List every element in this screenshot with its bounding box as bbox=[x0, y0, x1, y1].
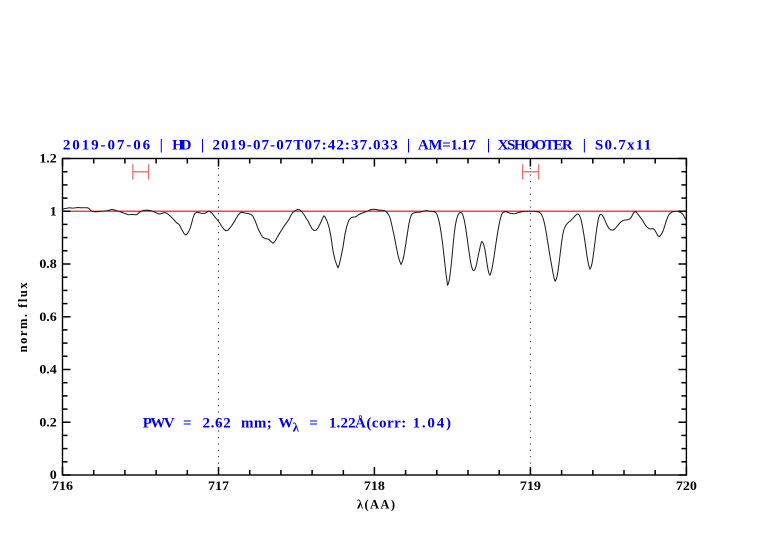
svg-text:720: 720 bbox=[676, 478, 697, 492]
svg-text:0.2: 0.2 bbox=[39, 415, 57, 429]
svg-text:W: W bbox=[278, 416, 293, 432]
svg-text:0: 0 bbox=[50, 468, 57, 482]
svg-text:Å(corr:: Å(corr: bbox=[355, 416, 406, 432]
svg-text:|: | bbox=[407, 138, 410, 154]
svg-text:=: = bbox=[309, 416, 318, 432]
svg-text:|: | bbox=[201, 138, 204, 154]
svg-text:719: 719 bbox=[520, 478, 541, 492]
svg-text:|: | bbox=[487, 138, 490, 154]
svg-text:PWV: PWV bbox=[143, 416, 175, 432]
svg-text:λ(AA): λ(AA) bbox=[357, 498, 395, 512]
svg-text:λ: λ bbox=[293, 420, 300, 435]
svg-text:0.8: 0.8 bbox=[39, 257, 57, 271]
svg-text:1.22: 1.22 bbox=[329, 416, 356, 432]
svg-text:2.62: 2.62 bbox=[203, 416, 231, 432]
svg-text:norm. flux: norm. flux bbox=[16, 282, 30, 353]
svg-text:HD: HD bbox=[172, 138, 192, 154]
svg-text:718: 718 bbox=[364, 478, 385, 492]
svg-text:AM=1.17: AM=1.17 bbox=[418, 138, 476, 154]
svg-text:1: 1 bbox=[50, 204, 57, 218]
svg-text:1.04): 1.04) bbox=[413, 416, 451, 432]
svg-text:=: = bbox=[183, 416, 192, 432]
svg-text:S0.7x11: S0.7x11 bbox=[595, 138, 651, 154]
svg-text:mm;: mm; bbox=[241, 416, 272, 432]
svg-text:716: 716 bbox=[52, 478, 73, 492]
svg-text:2019-07-06: 2019-07-06 bbox=[63, 138, 151, 154]
svg-text:|: | bbox=[583, 138, 586, 154]
svg-text:1.2: 1.2 bbox=[39, 151, 57, 165]
svg-text:|: | bbox=[160, 138, 163, 154]
svg-text:0.4: 0.4 bbox=[39, 362, 57, 376]
svg-text:717: 717 bbox=[208, 478, 229, 492]
svg-text:XSHOOTER: XSHOOTER bbox=[498, 138, 573, 154]
svg-text:0.6: 0.6 bbox=[39, 310, 57, 324]
svg-text:2019-07-07T07:42:37.033: 2019-07-07T07:42:37.033 bbox=[213, 138, 398, 154]
